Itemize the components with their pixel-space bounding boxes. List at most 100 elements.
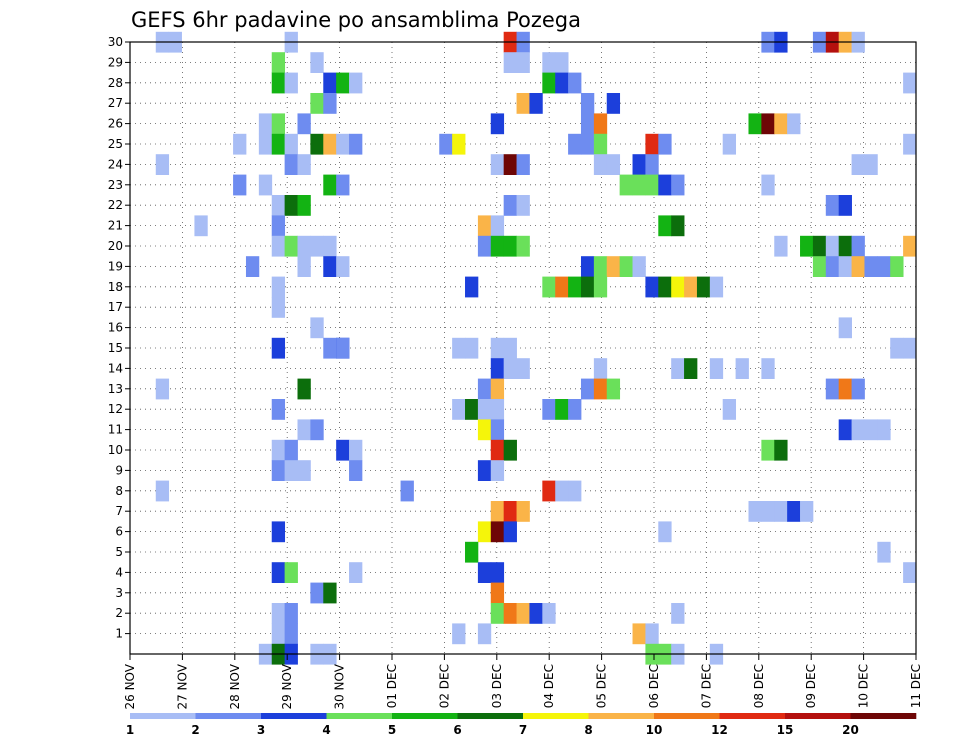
y-tick-label: 15 <box>108 341 123 355</box>
colorbar-segment <box>850 713 917 719</box>
heatmap-cell <box>297 256 311 277</box>
x-tick-label: 04 DEC <box>542 664 556 708</box>
colorbar-segment <box>457 713 524 719</box>
heatmap-cell <box>271 562 286 583</box>
heatmap-cell <box>465 337 479 359</box>
heatmap-cell <box>864 419 878 441</box>
heatmap-cell <box>490 378 505 400</box>
heatmap-cell <box>838 235 852 257</box>
heatmap-cell <box>800 235 814 257</box>
heatmap-cell <box>490 501 505 522</box>
y-tick-label: 10 <box>108 443 123 457</box>
heatmap-cell <box>271 399 286 420</box>
y-tick-label: 25 <box>108 137 123 151</box>
heatmap-cell <box>761 174 775 196</box>
heatmap-cell <box>336 256 350 277</box>
heatmap-cell <box>310 317 324 339</box>
heatmap-cell <box>568 276 582 298</box>
colorbar-segment <box>785 713 851 719</box>
x-tick-label: 03 DEC <box>490 664 504 708</box>
heatmap-cell <box>580 276 595 298</box>
heatmap-cell <box>194 215 208 237</box>
heatmap-cell <box>606 256 621 277</box>
heatmap-cell <box>297 235 311 257</box>
heatmap-cell <box>323 337 337 359</box>
heatmap-cell <box>903 235 917 257</box>
heatmap-cell <box>555 276 569 298</box>
heatmap-cell <box>477 215 492 237</box>
heatmap-cell <box>155 378 170 400</box>
heatmap-cell <box>709 358 724 379</box>
heatmap-cell <box>658 133 672 155</box>
heatmap-cell <box>890 256 904 277</box>
heatmap-cell <box>568 133 582 155</box>
heatmap-cell <box>542 72 556 94</box>
colorbar-label: 2 <box>191 723 199 737</box>
heatmap-cell <box>542 603 556 624</box>
colorbar-segment <box>261 713 327 719</box>
heatmap-cell <box>593 256 608 277</box>
heatmap-cell <box>400 480 414 502</box>
heatmap-cell <box>323 72 337 94</box>
y-tick-label: 30 <box>108 35 123 49</box>
heatmap-cell <box>490 562 505 583</box>
heatmap-cell <box>271 603 286 624</box>
heatmap-cell <box>490 582 505 604</box>
heatmap-cell <box>452 337 466 359</box>
heatmap-cell <box>310 93 324 114</box>
heatmap-cell <box>568 72 582 94</box>
heatmap-cell <box>516 195 530 216</box>
heatmap-cell <box>284 460 298 481</box>
heatmap-cell <box>503 501 517 522</box>
chart-title: GEFS 6hr padavine po ansamblima Pozega <box>131 8 581 32</box>
heatmap-cell <box>774 439 788 461</box>
colorbar-segment <box>654 713 720 719</box>
heatmap-cell <box>503 154 517 175</box>
heatmap-cell <box>503 358 517 379</box>
heatmap-cell <box>284 195 298 216</box>
heatmap-cell <box>735 358 749 379</box>
y-tick-label: 4 <box>115 565 123 579</box>
heatmap-cell <box>258 174 273 196</box>
heatmap-cell <box>877 541 891 563</box>
heatmap-cell <box>838 317 852 339</box>
heatmap-cell <box>271 439 286 461</box>
colorbar-label: 15 <box>777 723 794 737</box>
heatmap-cell <box>761 358 775 379</box>
heatmap-cell <box>709 276 724 298</box>
heatmap-cells <box>155 31 917 665</box>
heatmap-cell <box>838 256 852 277</box>
x-tick-label: 08 DEC <box>752 664 766 708</box>
heatmap-cell <box>284 623 298 645</box>
colorbar-label: 20 <box>842 723 859 737</box>
heatmap-cell <box>310 133 324 155</box>
heatmap-cell <box>877 256 891 277</box>
heatmap-cell <box>477 562 492 583</box>
heatmap-cell <box>490 603 505 624</box>
heatmap-cell <box>271 521 286 543</box>
heatmap-cell <box>658 521 672 543</box>
heatmap-cell <box>838 419 852 441</box>
y-tick-label: 8 <box>115 484 123 498</box>
heatmap-cell <box>284 562 298 583</box>
heatmap-cell <box>271 133 286 155</box>
colorbar-segment <box>392 713 458 719</box>
heatmap-cell <box>233 174 247 196</box>
y-tick-label: 21 <box>108 219 123 233</box>
heatmap-cell <box>542 399 556 420</box>
heatmap-cell <box>477 378 492 400</box>
heatmap-cell <box>580 113 595 135</box>
heatmap-cell <box>323 256 337 277</box>
colorbar-label: 1 <box>126 723 134 737</box>
heatmap-cell <box>606 154 621 175</box>
colorbar-label: 6 <box>453 723 461 737</box>
heatmap-cell <box>632 154 646 175</box>
heatmap-cell <box>490 358 505 379</box>
heatmap-cell <box>310 52 324 73</box>
heatmap-cell <box>323 235 337 257</box>
heatmap-cell <box>825 378 840 400</box>
heatmap-cell <box>812 256 827 277</box>
heatmap-cell <box>555 52 569 73</box>
heatmap-cell <box>516 154 530 175</box>
y-tick-label: 14 <box>108 361 123 375</box>
